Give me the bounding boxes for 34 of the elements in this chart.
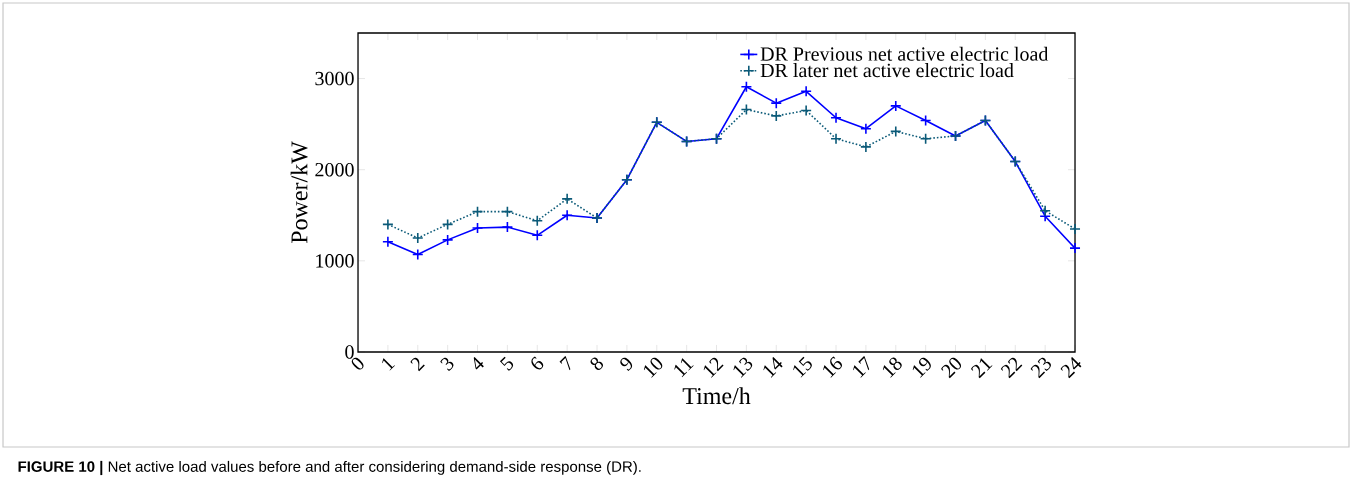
x-axis-title: Time/h	[682, 387, 751, 405]
x-tick-label: 15	[793, 356, 812, 378]
x-tick-label: 18	[882, 357, 902, 378]
x-tick-label: 12	[703, 357, 724, 378]
y-tick-label: 0	[345, 345, 354, 359]
x-tick-label: 3	[440, 357, 454, 371]
x-tick-label: 16	[823, 356, 843, 378]
x-tick-label: 11	[674, 358, 694, 378]
x-tick-label: 13	[733, 357, 753, 378]
x-tick-label: 20	[941, 357, 962, 379]
x-tick-label: 22	[1000, 357, 1023, 379]
x-tick-label: 10	[643, 357, 663, 378]
x-tick-label: 5	[499, 356, 514, 371]
x-tick-label: 1	[382, 358, 395, 371]
x-tick-label: 4	[473, 356, 484, 370]
x-tick-label: 14	[763, 356, 783, 378]
x-tick-label: 6	[531, 356, 544, 370]
text: FIGURE 10 | Net active load values before and after considering demand-side response (DR).	[18, 460, 641, 476]
x-tick-label: 0	[351, 357, 364, 370]
x-tick-label: 7	[559, 355, 571, 371]
x-tick-label: 19	[912, 357, 931, 378]
y-tick-label: 3000	[315, 71, 354, 86]
y-tick-label: 1000	[316, 254, 354, 268]
x-tick-label: 21	[970, 358, 993, 379]
x-tick-label: 2	[410, 357, 425, 372]
legend-label: DR later net active electric load	[760, 63, 1014, 78]
y-axis-title: Power/kW	[290, 141, 308, 244]
y-tick-label: 2000	[315, 162, 354, 177]
x-tick-label: 8	[590, 357, 604, 371]
x-tick-label: 24	[1060, 356, 1082, 379]
legend-label: DR Previous net active electric load	[760, 46, 1049, 61]
x-tick-label: 9	[620, 357, 633, 371]
x-tick-label: 17	[853, 355, 870, 378]
x-tick-label: 23	[1030, 357, 1051, 379]
